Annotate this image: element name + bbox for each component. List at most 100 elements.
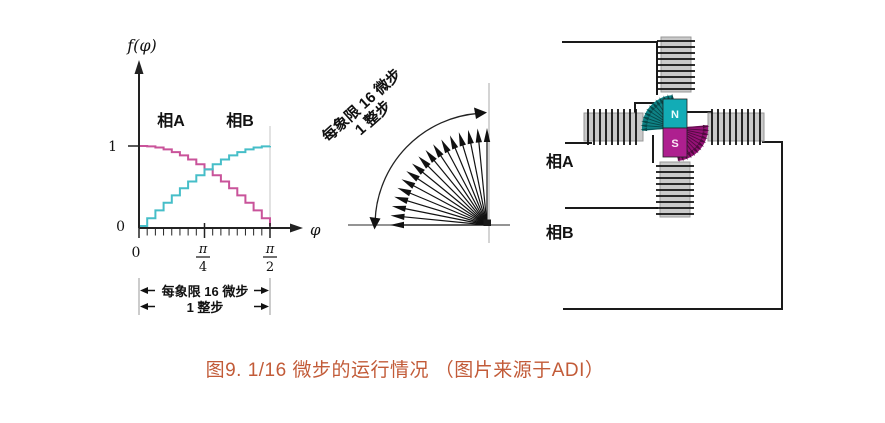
rotor-ghost-tip-icon [652, 102, 658, 109]
y-tick-label-0: 0 [116, 219, 125, 235]
x-axis-arrow-icon [290, 223, 303, 233]
rotor-ghost-tip-icon [641, 120, 648, 124]
rotor-ghost-tip-icon [699, 138, 707, 143]
rotor-ghost-tip-icon [687, 151, 692, 159]
vector-arrow-head-icon [390, 213, 405, 220]
vector-arrow-head-icon [391, 205, 407, 212]
rotor-ghost-tip-icon [644, 112, 651, 117]
rotor-ghost-tip-icon [702, 131, 709, 136]
rotor-ghost-tip-icon [701, 135, 708, 139]
vector-arrow-head-icon [475, 128, 482, 143]
bracket-label-line2: 1 整步 [187, 300, 224, 315]
wire-leftcoil-to-rotor [634, 102, 656, 114]
rotor-south-label: S [671, 138, 678, 150]
coil-windings [656, 165, 694, 215]
coil-windings [711, 109, 761, 145]
rotor-ghost-tip-icon [690, 149, 696, 156]
x-axis-arrow-label: φ [310, 221, 321, 239]
coil-right [707, 109, 765, 145]
coil-body [583, 112, 644, 142]
vector-arrow-head-icon [441, 139, 451, 154]
vector-arrow-shaft [439, 153, 488, 226]
rotor-ghost-tip-icon [642, 116, 649, 121]
x-tick-quarter-den: 4 [199, 260, 207, 275]
vector-arrow-shaft [411, 184, 488, 226]
vector-arrow-head-icon [449, 135, 459, 150]
vector-arrow-shaft [446, 149, 488, 226]
vector-fan-diagram: 每象限 16 微步 1 整步 [318, 65, 510, 243]
rotor-ghost-tip-icon [640, 127, 648, 132]
phase-a-curve [139, 145, 271, 226]
vector-arrow-shaft [461, 143, 488, 226]
vector-arrow-head-icon [467, 129, 474, 145]
vector-arrow-head-icon [390, 221, 404, 229]
x-tick-label-0: 0 [132, 245, 141, 261]
phase-a-label: 相A [157, 111, 185, 130]
phase-b-label: 相B [226, 111, 254, 130]
vector-arrow-shaft [402, 216, 488, 226]
vector-arrow-shaft [403, 207, 488, 226]
vector-arrow-shaft [420, 170, 488, 226]
left-arrow-icon [140, 303, 148, 310]
rotor-ghost-tip-icon [655, 99, 661, 106]
fan-rotated-label: 每象限 16 微步 1 整步 [318, 65, 404, 145]
coil-left [583, 109, 644, 145]
rotor-ghost-tip-icon [659, 97, 664, 104]
rotor-ghost-tip-icon [671, 93, 675, 101]
wire-top-lead [562, 41, 658, 95]
quadrant-arc [374, 112, 480, 222]
arc-arrow-bottom-icon [369, 217, 381, 230]
motor-schematic: N S 相A 相B [546, 36, 783, 310]
coil-bottom [656, 161, 694, 218]
x-tick-quarter-pi: π [198, 242, 208, 257]
vector-arrow-head-icon [483, 128, 491, 142]
rotor-ghost-tip-icon [649, 105, 655, 111]
right-arrow-icon [261, 287, 269, 294]
waveform-chart: f(φ) 相A 相B 1 0 0 π 4 π 2 φ 每象限 16 微步 1 整… [108, 36, 321, 315]
rotor-ghost-tip-icon [697, 141, 704, 147]
vector-arrow-head-icon [394, 196, 409, 204]
vector-arrow-head-icon [401, 179, 416, 189]
rotor-north-label: N [671, 109, 679, 121]
coil-windings [657, 40, 695, 90]
vector-arrow-shaft [453, 146, 488, 226]
microstep-vector-arrows [390, 128, 491, 229]
vector-arrow-head-icon [397, 187, 412, 197]
vector-arrow-head-icon [418, 156, 431, 169]
bracket-label-line1: 每象限 16 微步 [162, 284, 249, 299]
vector-arrow-head-icon [433, 144, 444, 158]
vector-arrow-shaft [415, 177, 488, 226]
y-tick-label-1: 1 [108, 139, 117, 155]
vector-arrow-shaft [408, 191, 488, 226]
rotor-ghost-tip-icon [692, 147, 699, 154]
vector-arrow-head-icon [412, 163, 425, 175]
x-tick-half-pi: π [265, 242, 275, 257]
vector-arrow-head-icon [406, 171, 420, 182]
x-tick-half-den: 2 [266, 260, 274, 275]
vector-arrow-shaft [478, 140, 488, 226]
figure-caption: 图9. 1/16 微步的运行情况 （图片来源于ADI） [205, 360, 605, 381]
vector-arrow-head-icon [458, 132, 466, 147]
coil-top [657, 36, 695, 93]
rotor-ghost-tip-icon [702, 124, 710, 129]
rotor-ghost-tip-icon [646, 108, 653, 114]
vector-arrow-shaft [405, 199, 488, 226]
vector-arrow-shaft [469, 141, 488, 226]
phase-b-curve [139, 145, 271, 227]
right-arrow-icon [261, 303, 269, 310]
y-axis-label: f(φ) [126, 36, 157, 55]
rotor-ghost-tip-icon [702, 128, 710, 132]
fan-origin [483, 219, 491, 226]
rotor-ghost-tip-icon [695, 144, 702, 151]
rotor-south-pole [662, 127, 688, 158]
microstep-bracket: 每象限 16 微步 1 整步 [138, 278, 271, 315]
vector-arrow-head-icon [425, 150, 437, 163]
motor-phase-a-label: 相A [546, 152, 574, 171]
wire-return-loop [563, 141, 783, 310]
vector-arrow-shaft [432, 158, 488, 226]
arc-arrow-top-icon [474, 107, 487, 119]
vector-arrow-shaft [426, 164, 488, 226]
motor-phase-b-label: 相B [546, 223, 574, 242]
left-arrow-icon [140, 287, 148, 294]
